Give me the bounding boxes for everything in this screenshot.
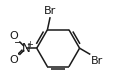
- Text: O: O: [9, 31, 18, 41]
- Text: Br: Br: [91, 56, 103, 66]
- Text: +: +: [26, 40, 33, 49]
- Text: N: N: [22, 42, 30, 55]
- Text: Br: Br: [44, 6, 56, 16]
- Text: O: O: [9, 55, 18, 65]
- Text: −: −: [14, 38, 22, 48]
